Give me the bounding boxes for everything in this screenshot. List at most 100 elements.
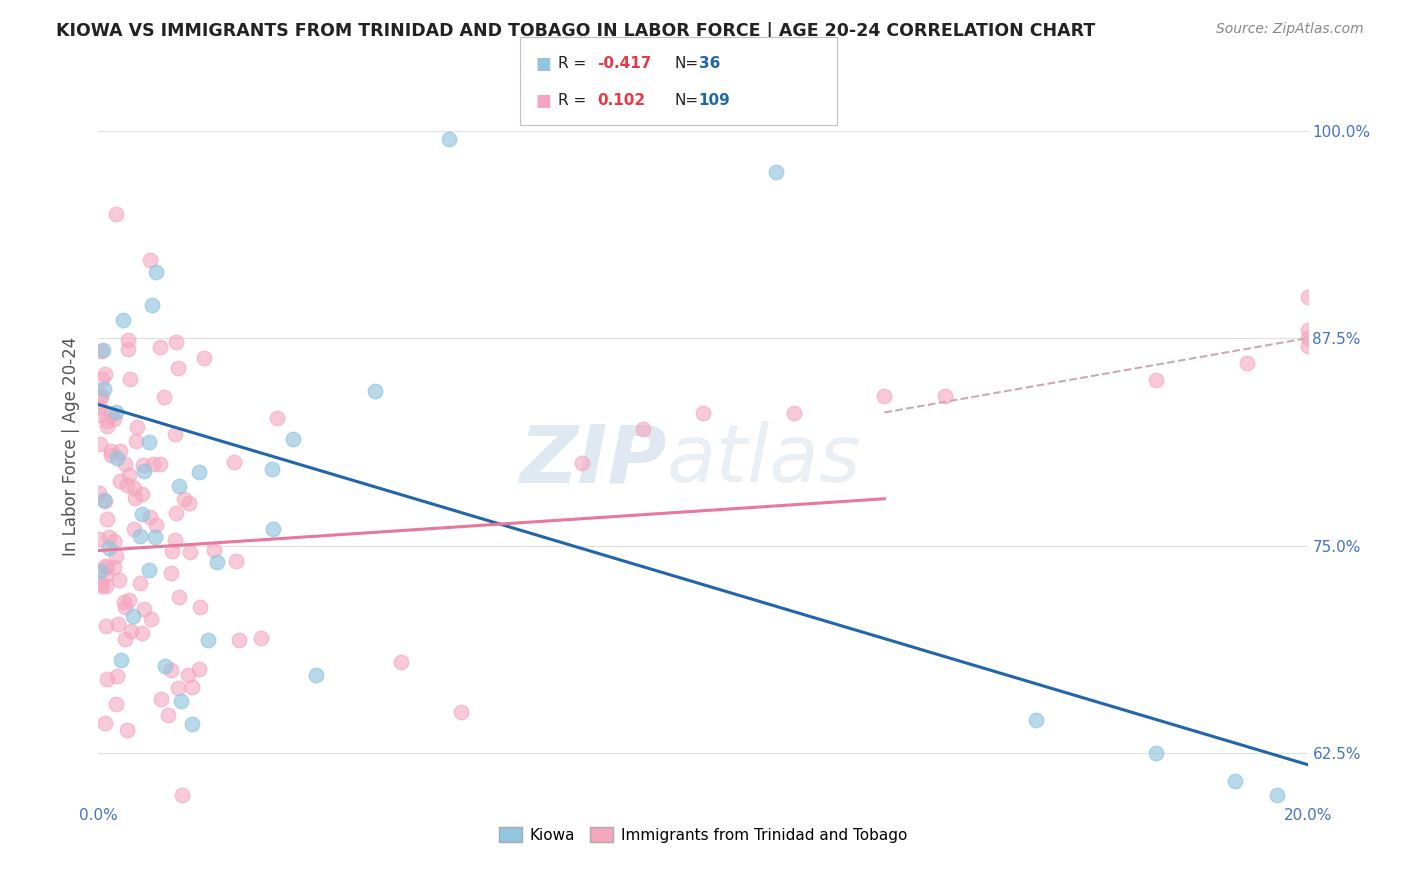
Text: atlas: atlas	[666, 421, 862, 500]
Point	[873, 389, 896, 403]
Text: 36: 36	[699, 56, 720, 71]
Point	[114, 632, 136, 647]
Y-axis label: In Labor Force | Age 20-24: In Labor Force | Age 20-24	[62, 336, 80, 556]
Point	[96, 559, 118, 574]
Point	[266, 411, 288, 425]
Point	[96, 512, 118, 526]
Point	[149, 340, 172, 354]
Point	[94, 568, 117, 582]
Point	[160, 663, 183, 677]
Point	[1144, 373, 1167, 387]
Point	[108, 474, 131, 488]
Point	[131, 626, 153, 640]
Point	[93, 343, 115, 358]
Point	[188, 465, 211, 479]
Point	[176, 667, 198, 681]
Point	[100, 443, 122, 458]
Point	[167, 360, 190, 375]
Point	[188, 599, 211, 614]
Point	[125, 419, 148, 434]
Point	[139, 510, 162, 524]
Point	[197, 633, 219, 648]
Point	[1296, 331, 1319, 345]
Text: Source: ZipAtlas.com: Source: ZipAtlas.com	[1216, 22, 1364, 37]
Point	[141, 611, 163, 625]
Point	[228, 633, 250, 648]
Point	[160, 543, 183, 558]
Point	[249, 631, 271, 645]
Point	[120, 624, 142, 638]
Point	[118, 372, 141, 386]
Text: ■: ■	[536, 55, 551, 73]
Point	[692, 406, 714, 420]
Point	[450, 705, 472, 719]
Point	[94, 579, 117, 593]
Point	[114, 457, 136, 471]
Point	[89, 436, 111, 450]
Point	[112, 595, 135, 609]
Point	[90, 390, 112, 404]
Point	[165, 533, 187, 547]
Point	[159, 566, 181, 580]
Point	[225, 554, 247, 568]
Point	[153, 659, 176, 673]
Point	[1024, 713, 1046, 727]
Point	[114, 599, 136, 614]
Point	[934, 389, 956, 403]
Text: ■: ■	[536, 92, 551, 110]
Point	[115, 723, 138, 737]
Point	[1236, 356, 1258, 370]
Point	[141, 298, 163, 312]
Point	[262, 522, 284, 536]
Point	[96, 618, 118, 632]
Point	[179, 545, 201, 559]
Point	[180, 716, 202, 731]
Point	[87, 532, 110, 546]
Point	[1144, 746, 1167, 760]
Point	[389, 655, 412, 669]
Point	[122, 522, 145, 536]
Point	[87, 485, 110, 500]
Point	[138, 563, 160, 577]
Point	[90, 344, 112, 359]
Point	[103, 411, 125, 425]
Point	[90, 372, 112, 386]
Point	[153, 390, 176, 404]
Point	[364, 384, 387, 399]
Point	[170, 788, 193, 802]
Point	[148, 457, 170, 471]
Point	[105, 207, 128, 221]
Point	[181, 680, 204, 694]
Point	[1267, 788, 1289, 802]
Point	[1296, 290, 1319, 304]
Point	[156, 708, 179, 723]
Point	[117, 343, 139, 357]
Point	[110, 653, 132, 667]
Point	[128, 576, 150, 591]
Point	[124, 481, 146, 495]
Point	[122, 608, 145, 623]
Point	[93, 493, 115, 508]
Point	[169, 590, 191, 604]
Point	[107, 450, 129, 465]
Point	[131, 507, 153, 521]
Point	[115, 477, 138, 491]
Point	[165, 507, 187, 521]
Point	[100, 407, 122, 421]
Point	[117, 333, 139, 347]
Point	[107, 573, 129, 587]
Point	[129, 529, 152, 543]
Point	[131, 487, 153, 501]
Text: N=: N=	[675, 94, 699, 108]
Point	[97, 541, 120, 555]
Point	[145, 265, 167, 279]
Point	[1296, 323, 1319, 337]
Point	[125, 434, 148, 448]
Point	[104, 405, 127, 419]
Point	[96, 673, 118, 687]
Point	[100, 448, 122, 462]
Point	[89, 564, 111, 578]
Point	[96, 414, 118, 428]
Point	[167, 478, 190, 492]
Text: 109: 109	[699, 94, 731, 108]
